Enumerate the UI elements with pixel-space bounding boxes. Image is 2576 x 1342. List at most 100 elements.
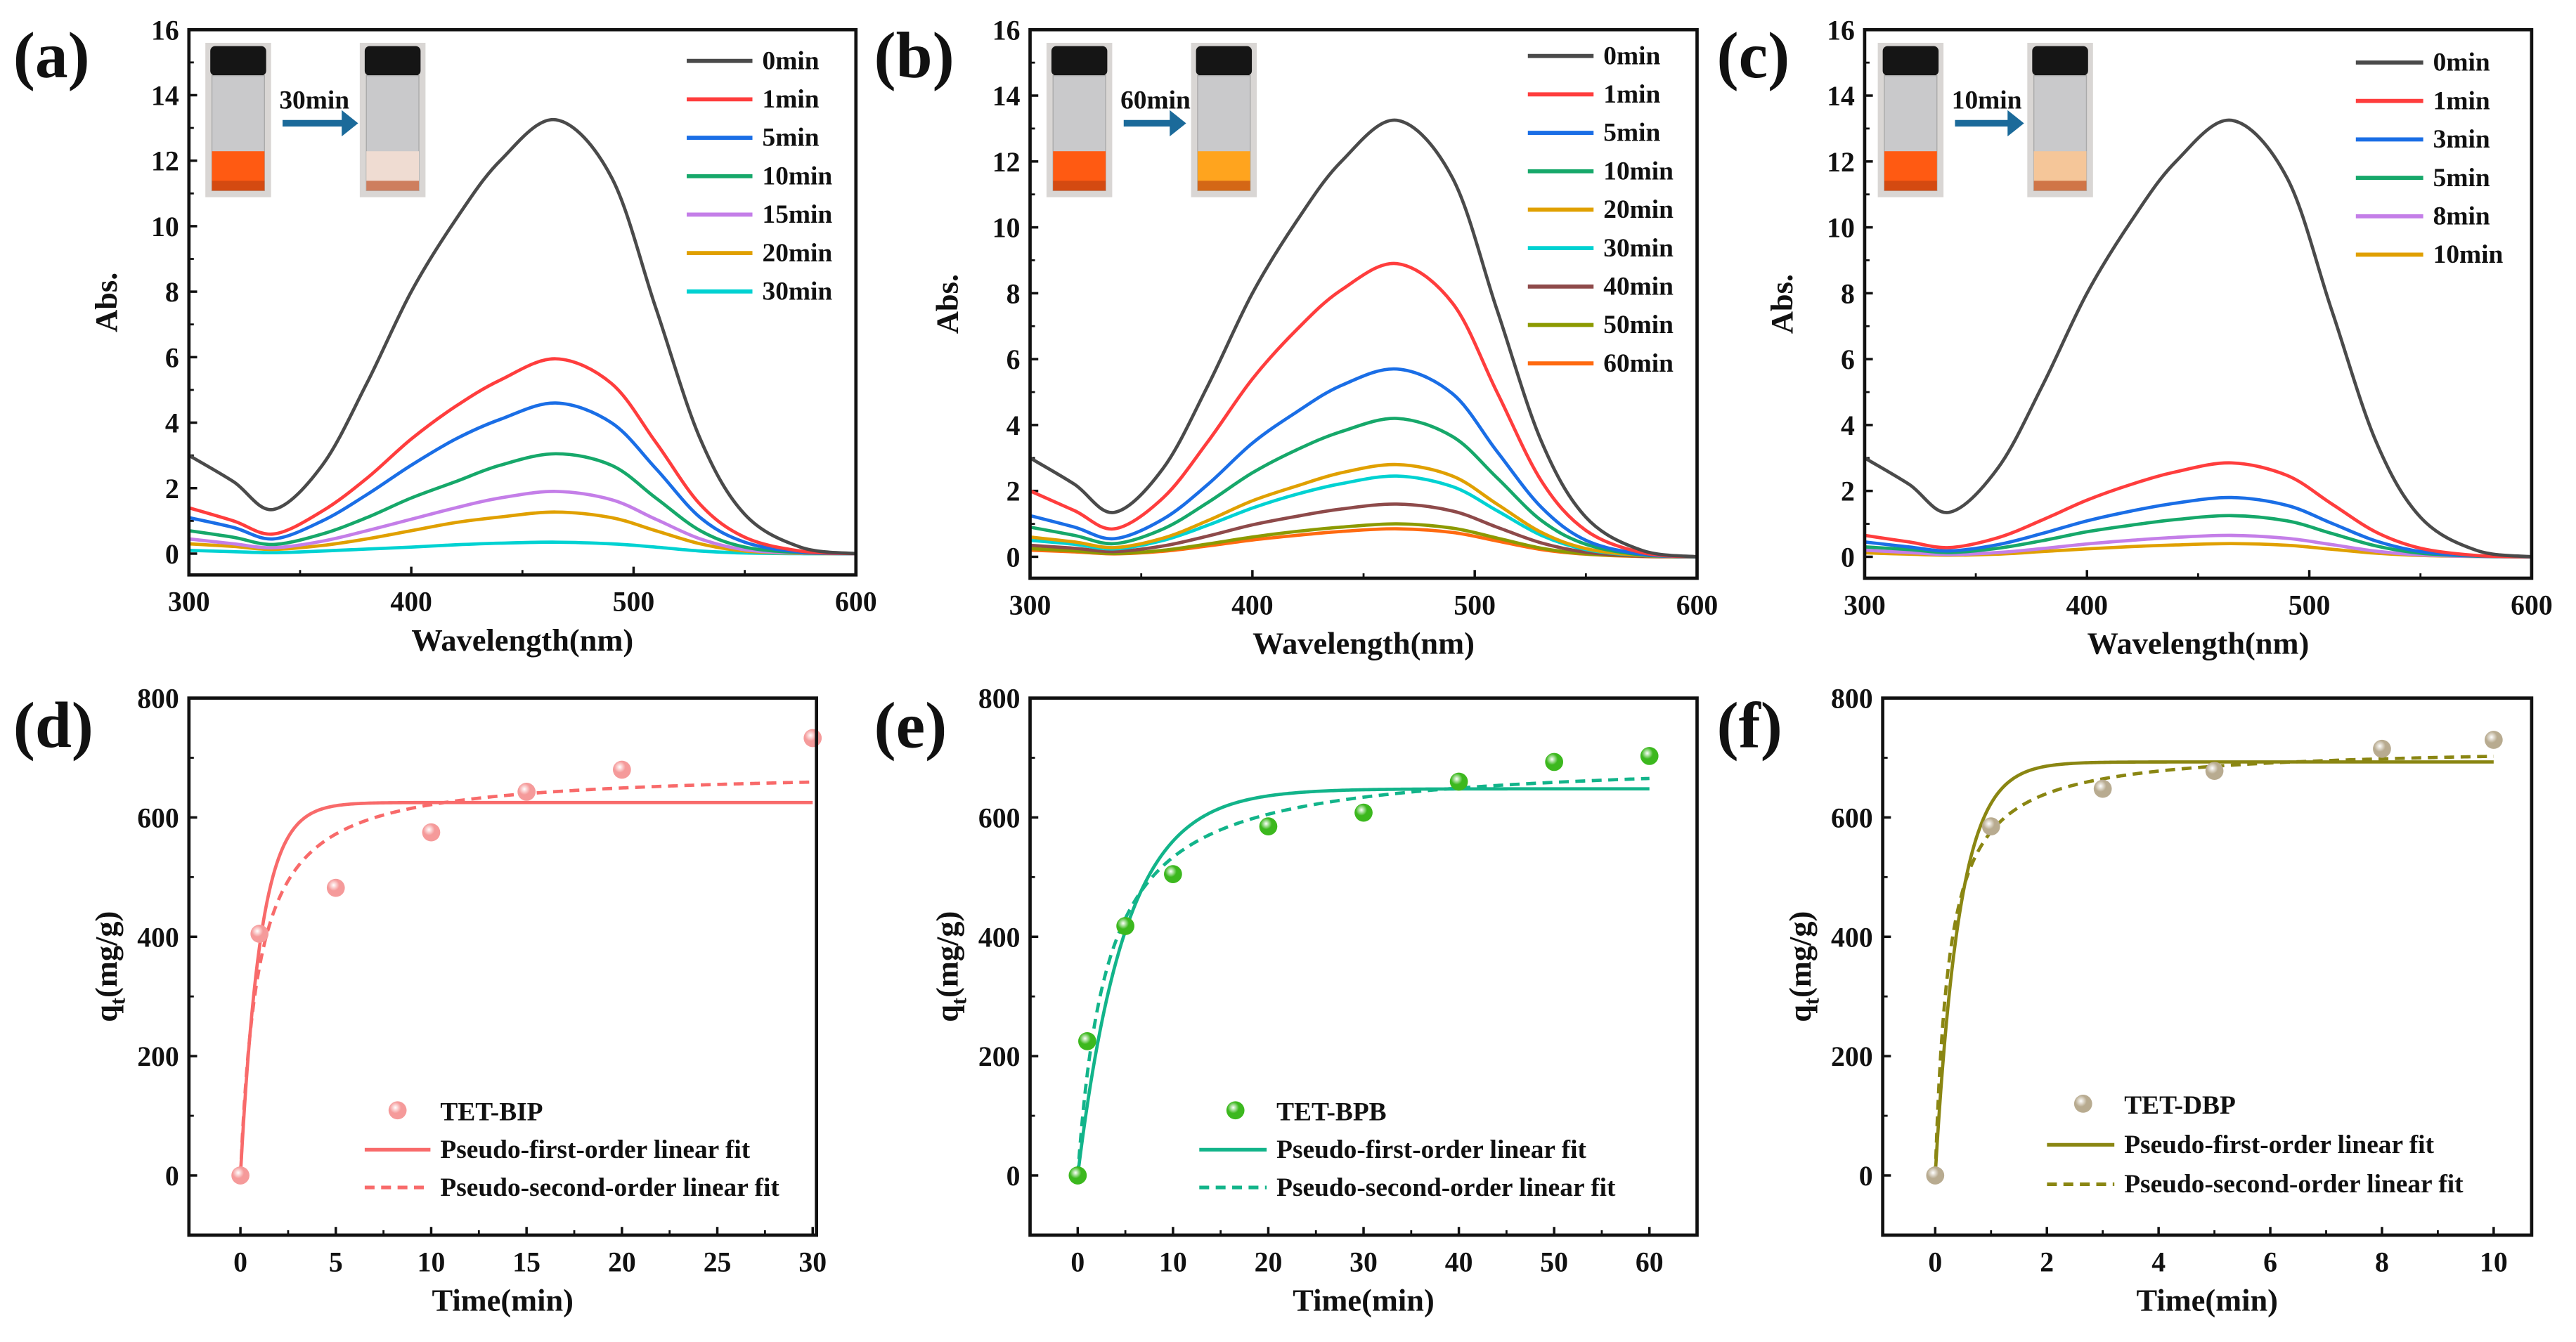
x-tick-label: 300 [168, 587, 210, 618]
y-tick-label: 2 [1007, 476, 1021, 507]
y-tick-label: 400 [137, 922, 179, 953]
legend-label: Pseudo-second-order linear fit [1276, 1173, 1616, 1202]
vial-sediment [366, 181, 420, 191]
legend-label: TET-BPB [1276, 1097, 1386, 1126]
data-point [1981, 817, 2000, 836]
legend-label: 10min [2433, 240, 2504, 269]
y-axis-title: qt(mg/g) [1782, 911, 1824, 1022]
series-line-0min [1864, 118, 2532, 559]
x-tick-label: 300 [1844, 589, 1886, 620]
legend-label: 5min [1603, 119, 1660, 148]
x-tick-label: 600 [1676, 589, 1719, 620]
plot-frame [187, 27, 858, 577]
x-axis-title: Time(min) [2137, 1282, 2278, 1317]
y-tick-label: 12 [151, 146, 179, 177]
series-line-20min [188, 510, 856, 556]
arrow-head-icon [1170, 110, 1186, 137]
data-point [1259, 817, 1278, 836]
data-point [1926, 1166, 1945, 1185]
legend-label: Pseudo-second-order linear fit [440, 1173, 779, 1202]
y-tick-label: 400 [1831, 922, 1873, 953]
series-line-1min [1864, 461, 2532, 559]
legend-marker [388, 1101, 407, 1120]
legend-label: 30min [763, 278, 833, 306]
y-axis-title-subscript: t [947, 998, 971, 1005]
x-tick-label: 600 [2511, 589, 2553, 620]
y-tick-label: 10 [992, 213, 1021, 244]
legend-label: 20min [1603, 195, 1674, 224]
vial-cap [1196, 46, 1253, 76]
y-tick-label: 600 [1831, 802, 1873, 833]
x-axis-title: Wavelength(nm) [2088, 625, 2310, 660]
data-point [422, 823, 441, 842]
vial-cap [1882, 46, 1939, 76]
vial-sediment [1053, 181, 1106, 191]
x-tick-label: 2 [2040, 1246, 2054, 1277]
data-point [2373, 739, 2391, 758]
vial-sediment [2033, 181, 2087, 191]
legend-label: 0min [763, 46, 820, 75]
vial-before [205, 42, 271, 197]
x-tick-label: 10 [418, 1246, 446, 1277]
y-axis-title-unit: (mg/g) [930, 911, 965, 998]
x-axis-title: Wavelength(nm) [411, 623, 633, 658]
chart-panel-b: (b) 300 400 500 600 0 2 4 6 8 10 12 14 16 Wavelength(n… [874, 15, 1718, 660]
fit-line-pfo [1075, 787, 1650, 1176]
y-tick-label: 600 [137, 802, 179, 833]
y-axis-title-unit: (mg/g) [1782, 911, 1818, 998]
x-tick-label: 40 [1445, 1246, 1473, 1277]
panel-label: (b) [874, 20, 954, 92]
data-point [1116, 917, 1134, 935]
x-tick-label: 30 [798, 1246, 827, 1277]
vial-after [1191, 42, 1257, 197]
plot-frame [1028, 696, 1699, 1237]
series-line-20min [1030, 462, 1697, 559]
y-axis-title-subscript: t [1799, 998, 1823, 1005]
y-tick-label: 6 [165, 342, 179, 373]
legend-marker [1226, 1101, 1245, 1120]
x-tick-label: 8 [2375, 1246, 2389, 1277]
legend-label: 50min [1603, 311, 1674, 339]
x-tick-label: 0 [1928, 1246, 1942, 1277]
y-tick-label: 4 [1007, 410, 1021, 441]
panel-label: (d) [13, 690, 93, 762]
series-line-1min [188, 357, 856, 556]
series-line-15min [188, 490, 856, 556]
y-tick-label: 0 [165, 1161, 179, 1192]
legend-label: 5min [763, 124, 820, 152]
data-point [1068, 1166, 1087, 1185]
legend-label: Pseudo-first-order linear fit [1276, 1135, 1586, 1164]
data-point [517, 783, 536, 801]
panel-label: (e) [874, 690, 947, 762]
vial-cap [1051, 46, 1108, 76]
x-tick-label: 20 [1255, 1246, 1283, 1277]
vial-cap [210, 46, 266, 76]
y-tick-label: 800 [137, 684, 179, 715]
legend-label: TET-BIP [440, 1097, 543, 1126]
data-point [1545, 753, 1564, 771]
fit-line-pso [1075, 776, 1650, 1176]
legend-label: 10min [1603, 157, 1674, 185]
y-tick-label: 400 [978, 922, 1021, 953]
x-tick-label: 400 [390, 587, 432, 618]
series-line-10min [1030, 417, 1697, 559]
y-axis-title: Abs. [89, 273, 124, 332]
x-tick-label: 4 [2151, 1246, 2166, 1277]
legend-label: 1min [2433, 86, 2490, 115]
legend-label: 15min [763, 200, 833, 229]
y-tick-label: 600 [978, 802, 1021, 833]
series-line-3min [1864, 495, 2532, 559]
y-tick-label: 200 [1831, 1041, 1873, 1072]
series-line-40min [1030, 502, 1697, 559]
chart-panel-e: (e)0 10 20 30 40 50 600200400600800Time(min)qt… [874, 684, 1699, 1317]
chart-panel-d: (d) 0 5 10 15 20 25 30 0 200 400 600 800 Time(min) qt(… [13, 684, 827, 1318]
data-point [326, 878, 345, 897]
y-tick-label: 200 [978, 1041, 1021, 1072]
y-axis-title-main: Abs. [930, 274, 965, 334]
x-tick-label: 20 [608, 1246, 636, 1277]
series-line-0min [188, 118, 856, 556]
legend-label: 60min [1603, 349, 1674, 378]
y-tick-label: 2 [165, 474, 179, 504]
chart-panel-c: (c) 300 400 500 600 0 2 4 6 8 10 12 14 16 Wavelength(n… [1717, 15, 2553, 660]
y-tick-label: 8 [165, 277, 179, 308]
